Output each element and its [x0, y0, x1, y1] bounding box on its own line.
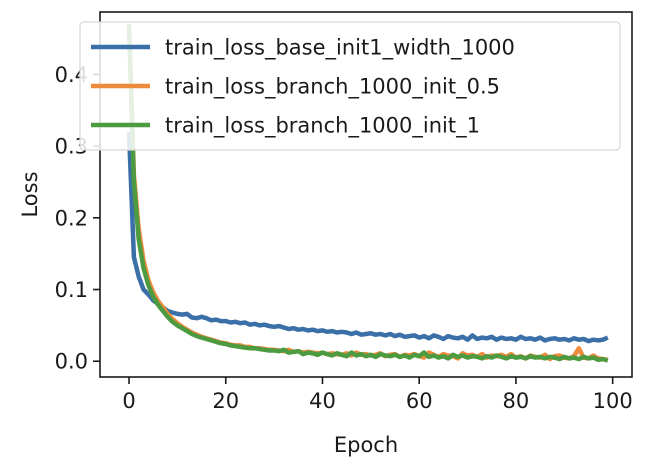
plot-frame — [99, 11, 633, 378]
x-tick-label: 80 — [503, 389, 530, 413]
series-layer — [126, 24, 609, 363]
y-axis-label: Loss — [18, 171, 42, 217]
x-tick-label: 40 — [309, 389, 336, 413]
x-tick-label: 20 — [212, 389, 239, 413]
legend-label: train_loss_branch_1000_init_0.5 — [165, 75, 500, 100]
legend-label: train_loss_branch_1000_init_1 — [165, 114, 480, 139]
series-line-1 — [126, 131, 609, 344]
y-tick-label: 0.2 — [55, 206, 88, 230]
legend: train_loss_base_init1_width_1000 train_lo… — [79, 21, 621, 151]
x-tick-label: 100 — [593, 389, 633, 413]
legend-box — [79, 21, 621, 151]
legend-label: train_loss_base_init1_width_1000 — [165, 36, 515, 61]
x-tick-label: 0 — [122, 389, 135, 413]
y-tick-label: 0.1 — [55, 278, 88, 302]
series-line-3 — [126, 24, 609, 363]
x-axis-label: Epoch — [334, 433, 398, 457]
y-tick-label: 0.0 — [55, 350, 88, 374]
x-tick-label: 60 — [406, 389, 433, 413]
